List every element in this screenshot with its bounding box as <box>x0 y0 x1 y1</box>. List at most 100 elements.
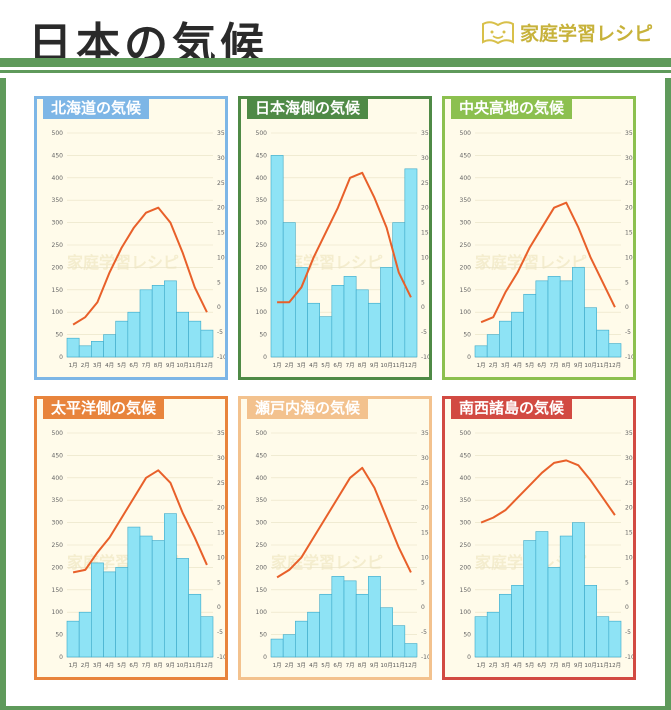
precipitation-bar <box>584 585 597 658</box>
y2-tick-label: 10 <box>625 554 633 561</box>
precipitation-bar <box>368 302 381 358</box>
y-tick-label: 500 <box>256 130 268 137</box>
precipitation-bar <box>307 611 320 658</box>
y2-tick-label: 5 <box>217 279 221 286</box>
x-tick-label: 1月 <box>273 362 282 369</box>
y2-tick-label: 20 <box>217 205 225 212</box>
x-tick-label: 12月 <box>201 662 214 669</box>
y-tick-label: 350 <box>460 497 472 504</box>
x-tick-label: 1月 <box>69 362 78 369</box>
y-tick-label: 100 <box>256 309 268 316</box>
precipitation-bar <box>392 222 406 358</box>
x-tick-label: 6月 <box>333 362 342 369</box>
brand-logo: 家庭学習レシピ <box>480 18 653 46</box>
y2-tick-label: -10 <box>625 354 633 361</box>
x-tick-label: 7月 <box>550 662 559 669</box>
y-tick-label: 300 <box>52 220 64 227</box>
y-tick-label: 400 <box>256 175 268 182</box>
y-tick-label: 400 <box>52 175 64 182</box>
y2-tick-label: 5 <box>625 279 629 286</box>
precipitation-bar <box>78 611 92 658</box>
y-tick-label: 400 <box>460 175 472 182</box>
precipitation-bar <box>474 616 488 658</box>
y-tick-label: 0 <box>59 354 63 361</box>
x-tick-label: 10月 <box>584 362 597 369</box>
precipitation-bar <box>535 280 549 358</box>
temperature-line <box>277 171 412 304</box>
temperature-line <box>480 459 616 524</box>
precipitation-bar <box>176 558 189 658</box>
y-tick-label: 100 <box>460 609 472 616</box>
precipitation-bar <box>608 343 622 358</box>
precipitation-bar <box>188 320 202 358</box>
precipitation-bar <box>176 311 189 358</box>
precipitation-bar <box>499 320 512 358</box>
y-tick-label: 0 <box>467 354 471 361</box>
climate-chart-panel: 家庭学習レシピ南西諸島の気候05010015020025030035040045… <box>442 396 636 680</box>
x-tick-label: 2月 <box>489 662 498 669</box>
y-tick-label: 450 <box>256 152 268 159</box>
y2-tick-label: 35 <box>625 130 633 137</box>
y-tick-label: 350 <box>256 497 268 504</box>
precipitation-bar <box>66 337 80 358</box>
y2-tick-label: -5 <box>421 329 427 336</box>
y2-tick-label: 10 <box>217 554 225 561</box>
y2-tick-label: 25 <box>421 480 429 487</box>
precipitation-bar <box>115 320 129 358</box>
x-tick-label: 8月 <box>562 662 571 669</box>
chart-svg: 0 50 100 150 200 250 300 350 400 450 500 -10 -5 0 5 10 1… <box>52 430 225 669</box>
y2-tick-label: 30 <box>421 155 429 162</box>
y2-tick-label: 25 <box>625 180 633 187</box>
precipitation-bar <box>188 593 202 658</box>
y2-tick-label: -5 <box>625 329 631 336</box>
x-tick-label: 3月 <box>297 362 306 369</box>
precipitation-bar <box>91 341 104 358</box>
page-header: 日本の気候 家庭学習レシピ <box>0 0 671 78</box>
precipitation-bar <box>380 267 393 358</box>
precipitation-bar <box>572 267 585 358</box>
x-tick-label: 11月 <box>189 362 202 369</box>
precipitation-bar <box>596 329 610 358</box>
y-tick-label: 300 <box>460 220 472 227</box>
y-tick-label: 200 <box>256 564 268 571</box>
x-tick-label: 12月 <box>405 662 418 669</box>
x-tick-label: 10月 <box>584 662 597 669</box>
precipitation-bar <box>115 567 129 658</box>
y-tick-label: 200 <box>460 264 472 271</box>
y2-tick-label: 15 <box>217 530 225 537</box>
y2-tick-label: 10 <box>625 254 633 261</box>
x-tick-label: 1月 <box>69 662 78 669</box>
chart-svg: 0 50 100 150 200 250 300 350 400 450 500 -10 -5 0 5 10 1… <box>52 130 225 369</box>
x-tick-label: 3月 <box>501 662 510 669</box>
x-tick-label: 1月 <box>273 662 282 669</box>
x-tick-label: 10月 <box>176 662 189 669</box>
precipitation-bar <box>139 535 153 658</box>
x-tick-label: 5月 <box>117 362 126 369</box>
y2-tick-label: 20 <box>217 505 225 512</box>
y2-tick-label: 35 <box>217 130 225 137</box>
x-tick-label: 6月 <box>129 362 138 369</box>
chart-title: 中央高地の気候 <box>451 97 573 119</box>
y-tick-label: 450 <box>256 452 268 459</box>
precipitation-bar <box>164 280 177 358</box>
y-tick-label: 200 <box>256 264 268 271</box>
y2-tick-label: 20 <box>421 205 429 212</box>
temperature-line <box>72 206 208 326</box>
x-tick-label: 3月 <box>297 662 306 669</box>
y2-tick-label: 35 <box>421 430 429 437</box>
x-tick-label: 3月 <box>93 362 102 369</box>
x-tick-label: 5月 <box>117 662 126 669</box>
precipitation-bar <box>331 285 345 358</box>
y2-tick-label: -5 <box>421 629 427 636</box>
y-tick-label: 150 <box>256 587 268 594</box>
x-tick-label: 11月 <box>189 662 202 669</box>
y2-tick-label: 35 <box>421 130 429 137</box>
precipitation-bar <box>584 307 597 358</box>
precipitation-bar <box>343 580 357 658</box>
precipitation-bar <box>547 567 561 658</box>
y2-tick-label: 0 <box>421 304 425 311</box>
y-tick-label: 150 <box>460 587 472 594</box>
x-tick-label: 4月 <box>105 662 114 669</box>
x-tick-label: 7月 <box>142 362 151 369</box>
precipitation-bar <box>307 302 320 358</box>
